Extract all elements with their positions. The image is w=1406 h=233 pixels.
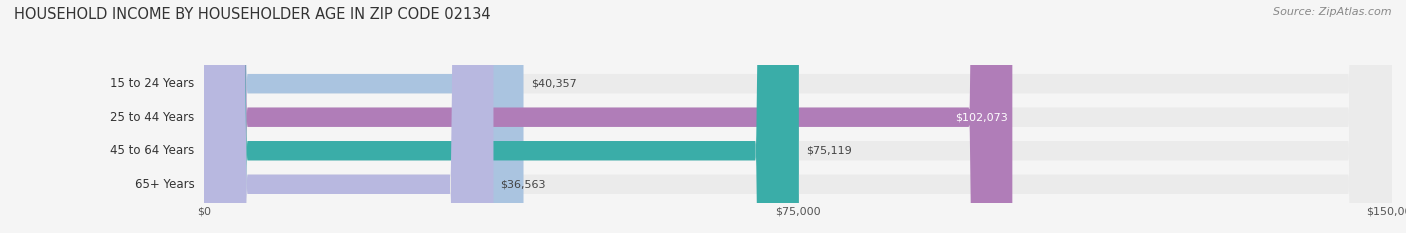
Text: HOUSEHOLD INCOME BY HOUSEHOLDER AGE IN ZIP CODE 02134: HOUSEHOLD INCOME BY HOUSEHOLDER AGE IN Z… (14, 7, 491, 22)
Text: $75,119: $75,119 (806, 146, 852, 156)
FancyBboxPatch shape (204, 0, 1392, 233)
Text: $102,073: $102,073 (955, 112, 1008, 122)
FancyBboxPatch shape (204, 0, 799, 233)
FancyBboxPatch shape (204, 0, 1392, 233)
FancyBboxPatch shape (204, 0, 1012, 233)
Text: $36,563: $36,563 (501, 179, 546, 189)
FancyBboxPatch shape (204, 0, 1392, 233)
Text: 25 to 44 Years: 25 to 44 Years (110, 111, 194, 124)
Text: 45 to 64 Years: 45 to 64 Years (110, 144, 194, 157)
Text: 15 to 24 Years: 15 to 24 Years (110, 77, 194, 90)
Text: $40,357: $40,357 (530, 79, 576, 89)
FancyBboxPatch shape (204, 0, 494, 233)
FancyBboxPatch shape (204, 0, 1392, 233)
Text: 65+ Years: 65+ Years (135, 178, 194, 191)
Text: Source: ZipAtlas.com: Source: ZipAtlas.com (1274, 7, 1392, 17)
FancyBboxPatch shape (204, 0, 523, 233)
